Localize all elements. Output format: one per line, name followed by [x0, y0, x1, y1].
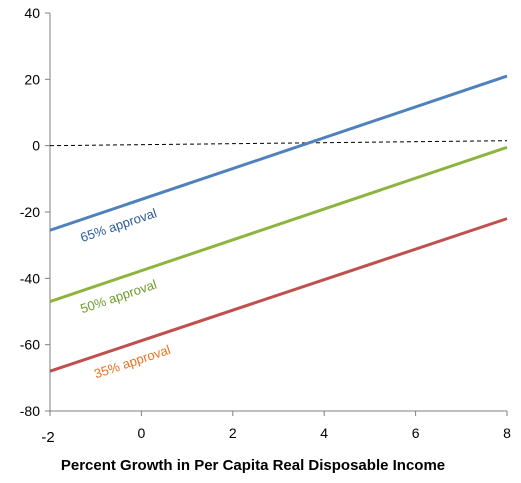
y-tick-label: 20	[24, 71, 40, 87]
series-labels: 65% approval 50% approval 35% approval	[78, 205, 172, 381]
y-tick-label: -60	[20, 337, 40, 353]
x-axis-label: Percent Growth in Per Capita Real Dispos…	[61, 457, 445, 474]
y-tick-label: -20	[20, 204, 40, 220]
series-line-65	[49, 74, 508, 232]
series-label-35: 35% approval	[92, 342, 172, 381]
series-lines	[49, 74, 508, 373]
y-tick-label: -80	[20, 403, 40, 419]
x-tick-label: 2	[229, 425, 237, 441]
reference-dashed-line	[49, 140, 508, 147]
y-tick-label: -40	[20, 270, 40, 286]
series-line-35	[49, 217, 508, 373]
series-label-65: 65% approval	[78, 205, 158, 245]
x-tick-label: -2	[41, 429, 54, 446]
y-tick-label: 0	[32, 138, 40, 154]
x-tick-label: 4	[320, 425, 328, 441]
x-tick-label: 6	[412, 425, 420, 441]
x-tick-label: 0	[138, 425, 146, 441]
y-tick-label: 40	[24, 5, 40, 21]
series-line-50	[49, 145, 508, 303]
reference-line-group	[49, 140, 508, 147]
series-label-50: 50% approval	[78, 277, 158, 317]
axes	[45, 12, 508, 416]
x-tick-label: 8	[503, 425, 511, 441]
